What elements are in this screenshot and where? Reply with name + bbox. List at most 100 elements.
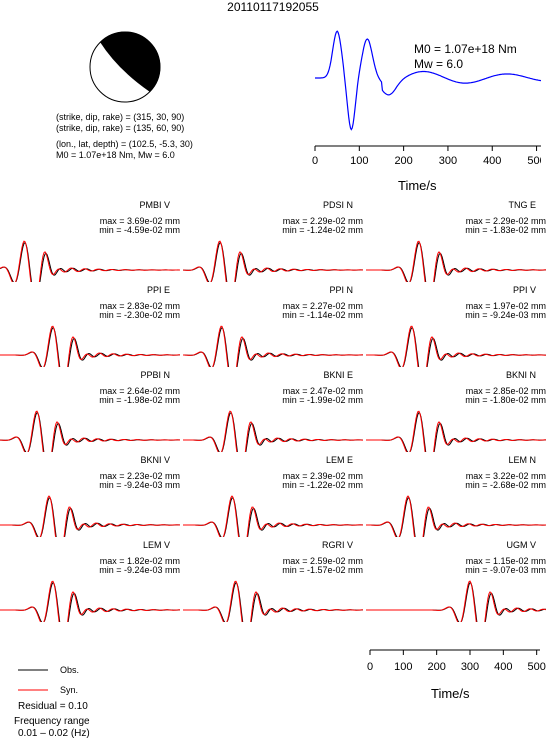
waveform-svg xyxy=(0,495,180,537)
waveform-panel: PPI V max = 1.97e-02 mm min = -9.24e-03 mm xyxy=(366,285,546,367)
max-amplitude: max = 2.47e-02 mm xyxy=(282,386,363,396)
max-amplitude: max = 2.29e-02 mm xyxy=(282,216,363,226)
stf-curve xyxy=(315,30,541,131)
waveform-svg xyxy=(183,325,363,367)
stf-tick-label: 200 xyxy=(394,155,412,167)
observed-trace xyxy=(0,326,180,367)
waveform-svg xyxy=(0,325,180,367)
station-label: LEM N xyxy=(508,455,536,465)
min-amplitude: min = -9.24e-03 mm xyxy=(465,310,546,320)
max-amplitude: max = 1.15e-02 mm xyxy=(465,556,546,566)
observed-trace xyxy=(366,326,546,367)
waveform-panel: UGM V max = 1.15e-02 mm min = -9.07e-03 mm xyxy=(366,540,546,622)
waveform-svg xyxy=(0,240,180,282)
min-amplitude: min = -1.22e-02 mm xyxy=(282,480,363,490)
min-amplitude: min = -9.24e-03 mm xyxy=(99,480,180,490)
synthetic-trace xyxy=(0,240,180,282)
min-amplitude: min = -1.99e-02 mm xyxy=(282,395,363,405)
observed-trace xyxy=(366,411,546,452)
waveform-panel: PPI N max = 2.27e-02 mm min = -1.14e-02 mm xyxy=(183,285,363,367)
waveform-svg xyxy=(366,495,546,537)
synthetic-trace xyxy=(183,240,363,282)
stf-tick-label: 300 xyxy=(439,155,457,167)
synthetic-trace xyxy=(366,410,546,452)
min-amplitude: min = -2.30e-02 mm xyxy=(99,310,180,320)
observed-trace xyxy=(366,241,546,282)
residual-label: Residual = 0.10 xyxy=(18,701,88,712)
legend-swatches xyxy=(18,669,48,691)
max-amplitude: max = 3.22e-02 mm xyxy=(465,471,546,481)
observed-trace xyxy=(0,497,180,537)
max-amplitude: max = 1.97e-02 mm xyxy=(465,301,546,311)
observed-trace xyxy=(183,581,363,622)
min-amplitude: min = -1.24e-02 mm xyxy=(282,225,363,235)
bottom-time-axis: 0 100 200 300 400 500 xyxy=(367,649,546,673)
frequency-range: 0.01 – 0.02 (Hz) xyxy=(18,728,90,739)
max-amplitude: max = 2.39e-02 mm xyxy=(282,471,363,481)
waveform-panel: LEM E max = 2.39e-02 mm min = -1.22e-02 mm xyxy=(183,455,363,537)
stf-tick-label: 500 xyxy=(527,155,541,167)
waveform-svg xyxy=(366,325,546,367)
synthetic-trace xyxy=(366,580,546,622)
station-label: PDSI N xyxy=(322,200,353,210)
waveform-panel: LEM N max = 3.22e-02 mm min = -2.68e-02 mm xyxy=(366,455,546,537)
max-amplitude: max = 2.23e-02 mm xyxy=(99,471,180,481)
station-label: BKNI V xyxy=(140,455,170,465)
stf-tick-label: 0 xyxy=(312,155,318,167)
min-amplitude: min = -4.59e-02 mm xyxy=(99,225,180,235)
bottom-tick-label: 500 xyxy=(527,661,545,673)
observed-trace xyxy=(366,497,546,537)
min-amplitude: min = -1.80e-02 mm xyxy=(465,395,546,405)
nodal-plane-2: (strike, dip, rake) = (135, 60, 90) xyxy=(56,123,185,133)
synthetic-trace xyxy=(183,410,363,452)
synthetic-trace xyxy=(0,325,180,367)
max-amplitude: max = 2.64e-02 mm xyxy=(99,386,180,396)
observed-trace xyxy=(0,581,180,622)
station-label: PPBI N xyxy=(140,370,170,380)
min-amplitude: min = -1.98e-02 mm xyxy=(99,395,180,405)
max-amplitude: max = 2.59e-02 mm xyxy=(282,556,363,566)
synthetic-trace xyxy=(366,240,546,282)
waveform-svg xyxy=(183,410,363,452)
waveform-panel: TNG E max = 2.29e-02 mm min = -1.83e-02 mm xyxy=(366,200,546,282)
max-amplitude: max = 2.85e-02 mm xyxy=(465,386,546,396)
station-label: BKNI E xyxy=(323,370,353,380)
station-label: PMBI V xyxy=(139,200,170,210)
waveform-panel: RGRI V max = 2.59e-02 mm min = -1.57e-02 m… xyxy=(183,540,363,622)
waveform-panel: BKNI V max = 2.23e-02 mm min = -9.24e-03 m… xyxy=(0,455,180,537)
beachball-icon xyxy=(89,31,161,103)
max-amplitude: max = 2.83e-02 mm xyxy=(99,301,180,311)
waveform-svg xyxy=(366,580,546,622)
frequency-title: Frequency range xyxy=(14,716,90,727)
stf-axis: 0 100 200 300 400 500 xyxy=(312,145,541,167)
event-location: (lon., lat, depth) = (102.5, -5.3, 30) xyxy=(56,139,193,149)
max-amplitude: max = 2.29e-02 mm xyxy=(465,216,546,226)
moment-summary: M0 = 1.07e+18 Nm, Mw = 6.0 xyxy=(56,150,175,160)
observed-trace xyxy=(366,582,546,622)
observed-trace xyxy=(183,497,363,537)
waveform-svg xyxy=(0,410,180,452)
stf-tick-label: 400 xyxy=(483,155,501,167)
stf-mw-label: Mw = 6.0 xyxy=(414,57,464,71)
station-label: PPI V xyxy=(512,285,536,295)
waveform-svg xyxy=(183,240,363,282)
stf-tick-label: 100 xyxy=(350,155,368,167)
min-amplitude: min = -1.83e-02 mm xyxy=(465,225,546,235)
bottom-tick-label: 200 xyxy=(427,661,445,673)
observed-trace xyxy=(183,326,363,367)
waveform-svg xyxy=(366,240,546,282)
waveform-panel: BKNI N max = 2.85e-02 mm min = -1.80e-02 m… xyxy=(366,370,546,452)
station-label: LEM V xyxy=(142,540,170,550)
waveform-svg xyxy=(0,580,180,622)
bottom-xlabel: Time/s xyxy=(431,686,470,701)
bottom-tick-label: 300 xyxy=(461,661,479,673)
min-amplitude: min = -9.07e-03 mm xyxy=(465,565,546,575)
min-amplitude: min = -9.24e-03 mm xyxy=(99,565,180,575)
stf-m0-label: M0 = 1.07e+18 Nm xyxy=(414,42,517,56)
station-label: RGRI V xyxy=(321,540,353,550)
synthetic-trace xyxy=(183,580,363,622)
waveform-panel: PMBI V max = 3.69e-02 mm min = -4.59e-02 m… xyxy=(0,200,180,282)
observed-trace xyxy=(183,242,363,282)
synthetic-trace xyxy=(0,410,180,452)
station-label: LEM E xyxy=(325,455,353,465)
